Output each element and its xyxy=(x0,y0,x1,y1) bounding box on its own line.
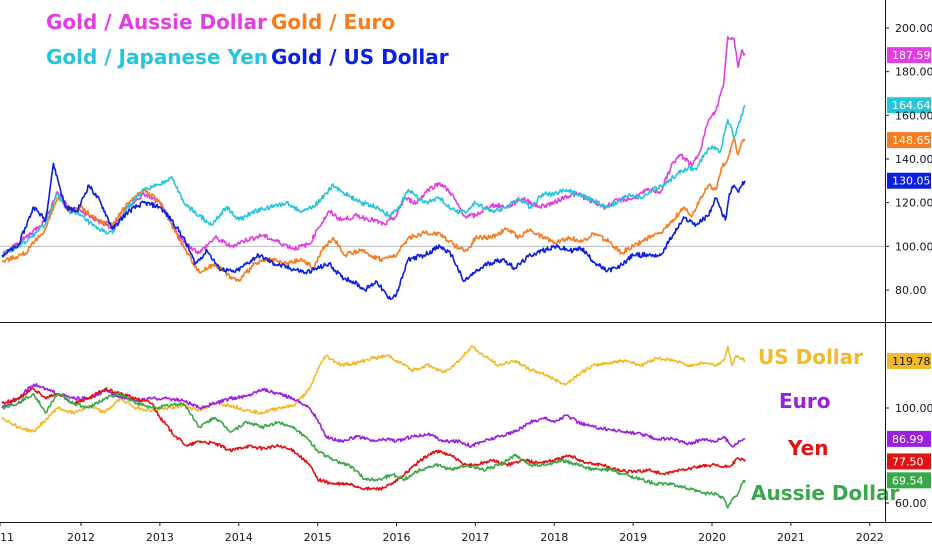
series-line-us-dollar xyxy=(1,345,746,433)
last-value-label-euro: 86.99 xyxy=(892,433,924,446)
x-tick-label: 2021 xyxy=(777,531,805,544)
last-value-label-gold-euro: 148.65 xyxy=(892,134,931,147)
last-value-badge-yen xyxy=(887,453,931,470)
series-line-gold-euro xyxy=(1,136,746,283)
x-tick-label: 2019 xyxy=(619,531,647,544)
legend-euro: Euro xyxy=(779,389,831,413)
legend-gold-japanese-yen: Gold / Japanese Yen xyxy=(46,45,268,69)
y-tick-label: 200.00 xyxy=(895,22,932,35)
last-value-label-gold-japanese-yen: 164.64 xyxy=(892,99,931,112)
x-tick-label: 2016 xyxy=(383,531,411,544)
last-value-badge-gold-aussie-dollar xyxy=(887,47,931,64)
legend-gold-aussie-dollar: Gold / Aussie Dollar xyxy=(46,10,267,34)
x-tick-label: 2022 xyxy=(856,531,884,544)
x-tick-label: 2014 xyxy=(225,531,253,544)
top-panel: 80.00 100.00 120.00 140.00 160.00 180.00 200.0… xyxy=(0,10,932,301)
last-value-badge-gold-japanese-yen xyxy=(887,97,931,114)
x-tick-label: 2017 xyxy=(461,531,489,544)
last-value-label-gold-aussie-dollar: 187.59 xyxy=(892,49,931,62)
last-value-badge-euro xyxy=(887,430,931,447)
x-tick-label: 2018 xyxy=(540,531,568,544)
legend-us-dollar: US Dollar xyxy=(758,345,863,369)
y-tick-label: 140.00 xyxy=(895,153,932,166)
legend-yen: Yen xyxy=(787,436,828,460)
x-tick-label: 2012 xyxy=(67,531,95,544)
last-value-label-us-dollar: 119.78 xyxy=(892,355,931,368)
x-tick-label: 2020 xyxy=(698,531,726,544)
last-value-badge-us-dollar xyxy=(887,353,931,370)
series-line-gold-japanese-yen xyxy=(1,104,746,257)
y-tick-label: 100.00 xyxy=(895,402,932,415)
y-tick-label: 180.00 xyxy=(895,66,932,79)
last-value-label-yen: 77.50 xyxy=(892,455,924,468)
y-tick-label: 80.00 xyxy=(895,284,927,297)
last-value-badge-aussie-dollar xyxy=(887,472,931,489)
x-tick-label: 2015 xyxy=(304,531,332,544)
legend-gold-euro: Gold / Euro xyxy=(271,10,395,34)
last-value-badge-gold-euro xyxy=(887,132,931,149)
bottom-panel: 60.00 100.00 119.78 US Dollar 86.99 Euro 77.50… xyxy=(1,345,932,510)
legend-gold-us-dollar: Gold / US Dollar xyxy=(271,45,449,69)
last-value-label-aussie-dollar: 69.54 xyxy=(892,474,924,487)
x-tick-label: 2013 xyxy=(146,531,174,544)
series-line-yen xyxy=(1,387,746,491)
y-tick-label: 160.00 xyxy=(895,109,932,122)
x-tick-label: 11 xyxy=(0,531,14,544)
y-tick-label: 100.00 xyxy=(895,240,932,253)
last-value-label-gold-us-dollar: 130.05 xyxy=(892,175,931,188)
legend-aussie-dollar: Aussie Dollar xyxy=(751,481,899,505)
y-tick-label: 60.00 xyxy=(895,497,927,510)
last-value-badge-gold-us-dollar xyxy=(887,172,931,189)
y-tick-label: 120.00 xyxy=(895,197,932,210)
series-line-aussie-dollar xyxy=(1,392,746,509)
series-line-gold-us-dollar xyxy=(1,162,746,301)
